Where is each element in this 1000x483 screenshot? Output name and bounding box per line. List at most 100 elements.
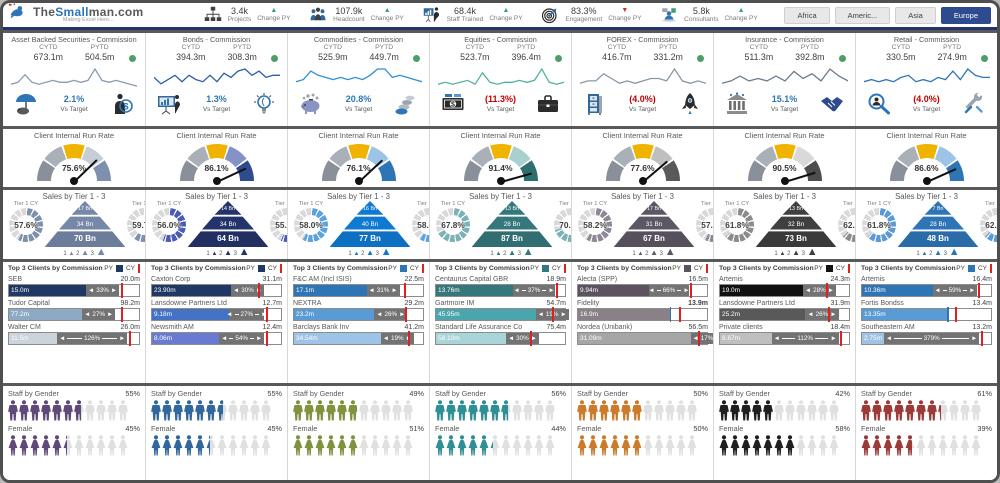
client-header: Standard Life Assurance Co 75.4m	[435, 324, 566, 331]
client-change-badge: ◄ 54% ►	[219, 333, 265, 344]
vs-target-label: Vs Target	[912, 106, 941, 114]
tier-value-1: 13 Bn	[789, 206, 803, 212]
target-marker	[120, 307, 123, 322]
arrow-left-icon: ◄	[692, 335, 699, 342]
pytd-block: PYTD 331.2m	[654, 44, 683, 63]
client-name: Alecta (SPP)	[577, 276, 618, 283]
tier-cy-label: Tier 1 CY	[724, 201, 750, 207]
client-bar-fill: 58.10m	[436, 333, 507, 344]
client-bar-fill: 10.36m	[862, 285, 933, 296]
top-clients-cell: Top 3 Clients by Commission PY CY Artemis 24…	[713, 262, 855, 383]
legend-py-swatch	[257, 265, 265, 272]
tier-legend-num: 1	[348, 251, 354, 257]
run-rate-title: Client Internal Run Rate	[33, 131, 115, 140]
top-clients-legend: PY CY	[672, 264, 708, 273]
client-header: Lansdowne Partners Ltd 31.9m	[719, 300, 850, 307]
staff-male-percent: 50%	[693, 389, 708, 398]
tier-value-1: 17 Bn	[647, 206, 661, 212]
staff-male-percent: 55%	[125, 389, 140, 398]
sales-tier-body: Tier 1 CY 61.8% 13 Bn 32 Bn 73 Bn 1 ▲ 2 ▲ 3 ▲…	[719, 201, 855, 258]
tier-cy-block: Tier 1 CY 57.6%	[9, 201, 43, 242]
legend-py-swatch	[115, 265, 123, 272]
tier-legend-num: 1	[916, 251, 922, 257]
staff-male-label: Staff by Gender	[151, 389, 202, 398]
commission-card: Retail - Commission CYTD 330.5m PYTD 274.9m (…	[855, 33, 997, 126]
client-bar: 16.9m	[577, 307, 708, 322]
kpi-value-block: 3.4k Projects	[228, 6, 251, 24]
client-row: NEXTRA 29.2m 23.2m ◄ 26% ►	[293, 300, 424, 322]
top-clients-cell: Top 3 Clients by Commission PY CY F&C AM (I…	[287, 262, 429, 383]
commission-sparkline	[295, 68, 422, 83]
client-cy-value: 8.67m	[722, 335, 741, 342]
top-clients-cell: Top 3 Clients by Commission PY CY Alecta (S…	[571, 262, 713, 383]
region-button-africa[interactable]: Africa	[784, 6, 830, 24]
commission-title: Retail - Commission	[893, 35, 960, 44]
tier-segment-2	[485, 216, 539, 230]
gauge-pivot	[780, 177, 789, 185]
client-name: Lansdowne Partners Ltd	[151, 300, 227, 307]
region-button-europe[interactable]: Europe	[940, 6, 991, 24]
triangle-icon: ▲	[792, 248, 800, 257]
client-py-value: 16.5m	[688, 276, 708, 283]
status-dot	[413, 55, 420, 62]
tier-pyramid: 17 Bn 31 Bn 67 Bn	[612, 201, 696, 247]
client-py-value: 54.7m	[546, 300, 566, 307]
cytd-value: 523.7m	[460, 52, 490, 63]
legend-cy-marker	[280, 264, 282, 273]
tier-legend: 1 ▲ 2 ▲ 3 ▲	[470, 247, 554, 258]
pictogram-fill-layer	[8, 399, 81, 423]
client-py-value: 13.4m	[972, 300, 992, 307]
kpi-value-block: 107.9k Headcount	[333, 6, 364, 24]
cytd-label: CYTD	[749, 44, 769, 51]
staff-male-label-row: Staff by Gender 61%	[861, 389, 992, 398]
gauge-pivot	[922, 177, 931, 185]
client-bar: 77.2m ◄ 27% ►	[8, 307, 140, 322]
staff-gender-cell: Staff by Gender 55% Female 45%	[3, 386, 145, 480]
tier-value-3: 77 Bn	[359, 234, 381, 243]
client-row: Newsmith AM 12.4m 8.06m ◄ 54% ►	[151, 324, 282, 346]
pictogram-fill-layer	[293, 399, 358, 423]
run-rate-gauge: 76.1%	[316, 141, 402, 185]
commission-sparkline	[437, 68, 564, 86]
status-dot	[981, 55, 988, 62]
sales-tier-body: Tier 1 CY 61.8% 7 Bn 28 Bn 48 Bn 1 ▲ 2 ▲ 3 ▲ T…	[861, 201, 997, 258]
region-button-asia[interactable]: Asia	[895, 6, 936, 24]
cytd-label: CYTD	[39, 44, 58, 51]
target-marker	[404, 307, 407, 322]
client-change-badge: ◄ 126% ►	[57, 333, 128, 344]
triangle-icon: ▲	[508, 248, 516, 257]
client-change-badge: ◄ 379% ►	[883, 333, 980, 344]
tier-cy-value: 67.8%	[441, 220, 465, 230]
client-bar-fill: 77.2m	[9, 309, 84, 320]
tier-legend-num: 1	[632, 251, 638, 257]
cytd-value: 511.3m	[744, 52, 774, 63]
top-clients-legend: PY CY	[956, 264, 992, 273]
logo: TheSmallman.com Making Excel Here...	[7, 3, 177, 29]
tier-legend-num: 1	[63, 251, 69, 257]
triangle-up-icon: ▲	[737, 7, 745, 15]
target-marker	[825, 283, 828, 298]
header: TheSmallman.com Making Excel Here... 3.4…	[3, 3, 997, 30]
region-button-americ[interactable]: Americ...	[834, 6, 891, 24]
pytd-value: 274.9m	[937, 52, 967, 63]
staff-female-percent: 51%	[409, 424, 424, 433]
client-cy-value: 9.18m	[154, 311, 173, 318]
client-py-value: 12.7m	[262, 300, 282, 307]
kpi-change-label: Change PY	[724, 15, 758, 23]
arrow-left-icon: ◄	[226, 311, 233, 318]
status-dot	[271, 55, 278, 62]
client-bar-fill: 25.2m	[720, 309, 807, 320]
triangle-icon: ▲	[948, 246, 960, 258]
tier-py-donut: 62.7%	[980, 208, 997, 242]
pictogram-fill-layer	[8, 434, 68, 458]
tier-py-value: 70.0%	[559, 220, 571, 230]
kpi-change-label: Change PY	[489, 15, 523, 23]
kpi-change-block: ▲ Change PY	[257, 7, 290, 23]
commission-sparkline	[863, 68, 990, 83]
tier-donut-hole	[159, 215, 179, 235]
commission-card: Bonds - Commission CYTD 394.3m PYTD 308.3m 1.…	[145, 33, 287, 126]
staff-female-pictogram	[293, 434, 424, 458]
client-name: Artemis	[861, 276, 885, 283]
staff-gender-cell: Staff by Gender 42% Female 58%	[713, 386, 855, 480]
